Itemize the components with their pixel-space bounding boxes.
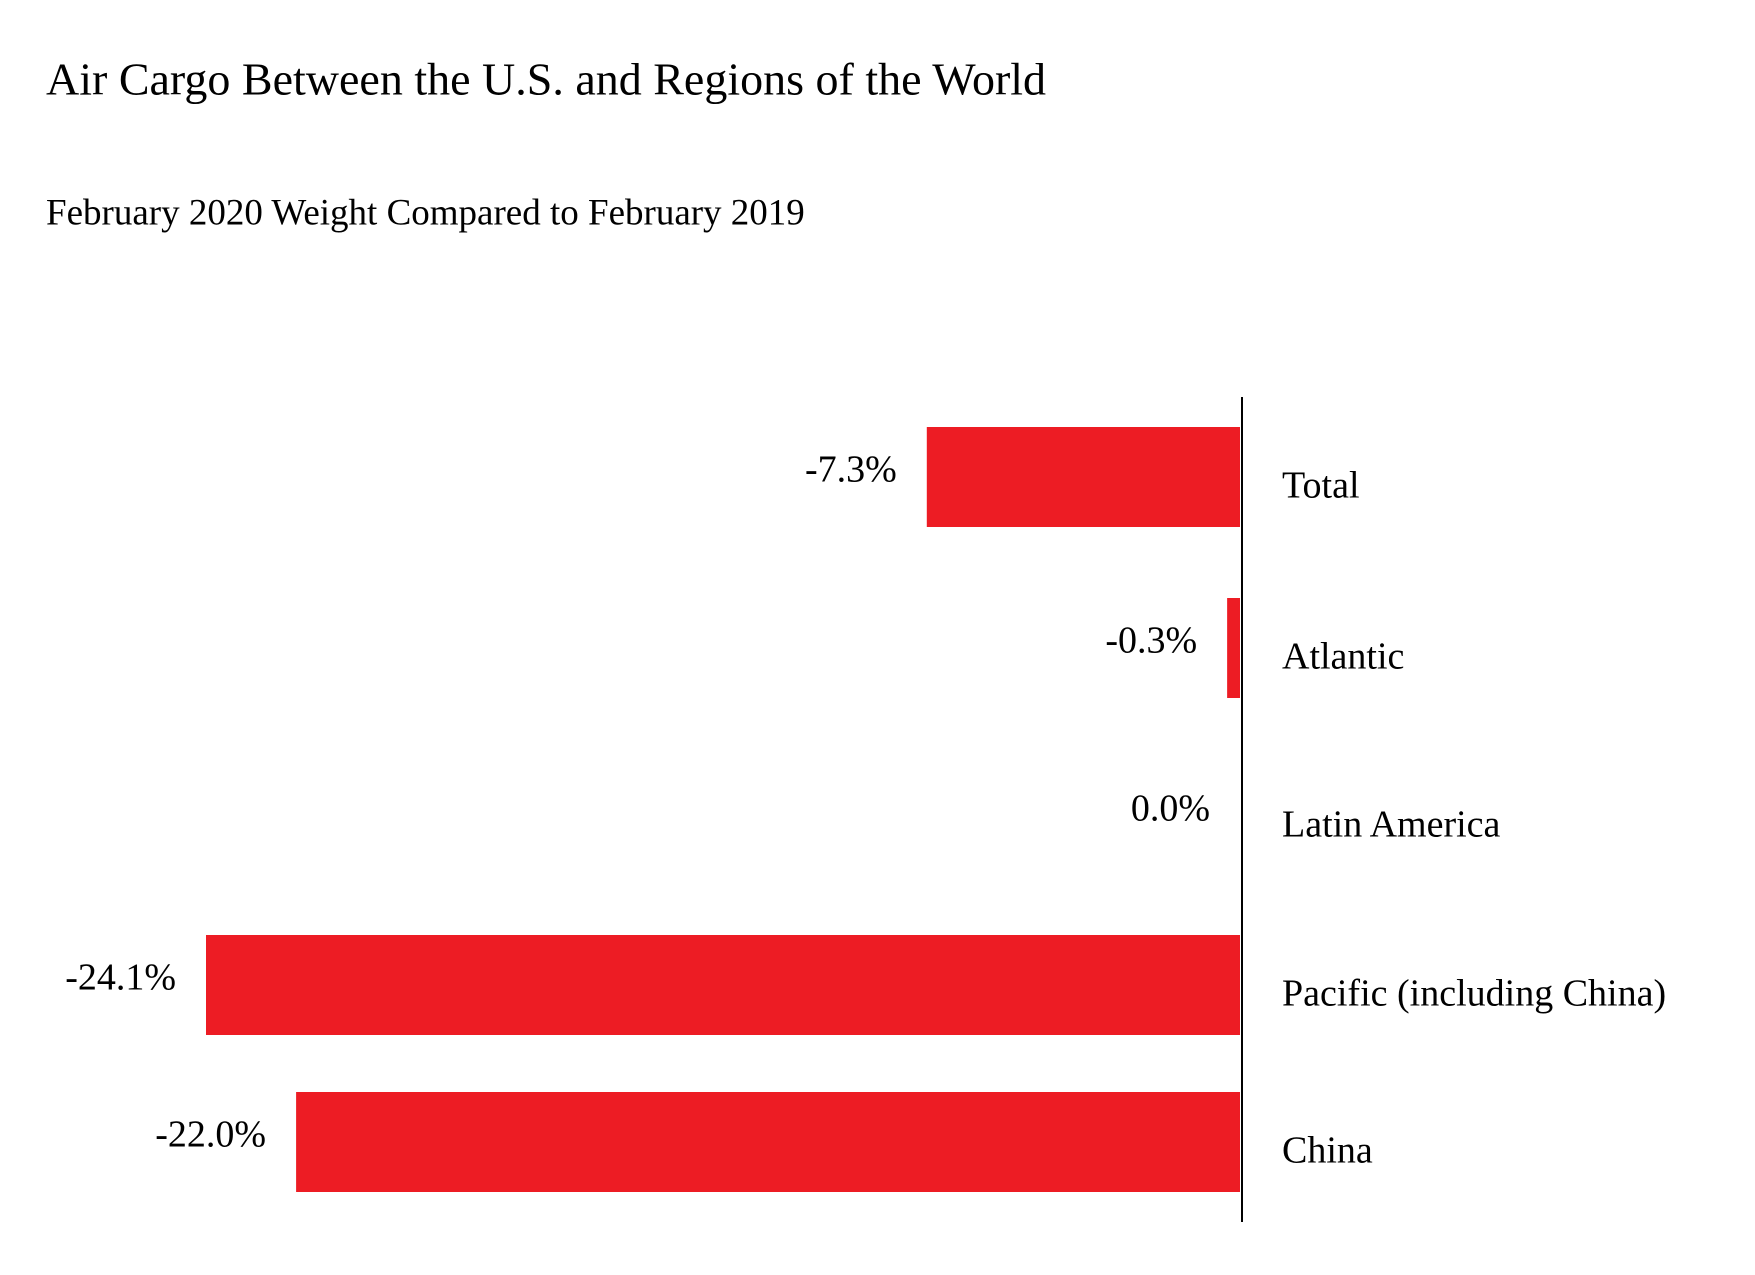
value-label: -22.0%: [155, 1114, 266, 1156]
bar: [926, 427, 1240, 527]
bar: [296, 1092, 1240, 1192]
value-label: -0.3%: [1105, 620, 1197, 662]
value-label: -7.3%: [805, 449, 897, 491]
category-label: China: [1282, 1130, 1373, 1172]
chart-subtitle: February 2020 Weight Compared to Februar…: [46, 192, 805, 233]
value-label: -24.1%: [65, 957, 176, 999]
value-label: 0.0%: [1131, 788, 1210, 830]
bar: [206, 935, 1240, 1035]
chart-title: Air Cargo Between the U.S. and Regions o…: [46, 54, 1046, 105]
category-label: Pacific (including China): [1282, 973, 1666, 1015]
category-label: Atlantic: [1282, 636, 1404, 678]
bar: [1227, 598, 1240, 698]
category-label: Total: [1282, 465, 1360, 507]
category-label: Latin America: [1282, 804, 1501, 846]
